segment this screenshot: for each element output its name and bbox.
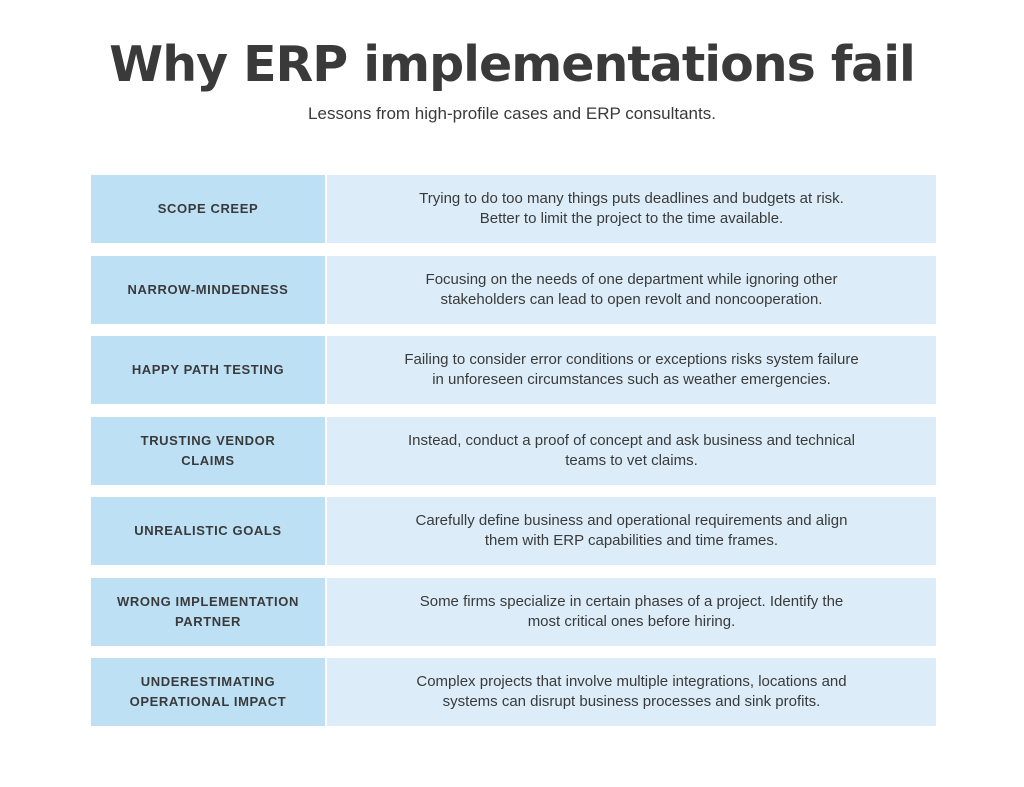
row-description-line: stakeholders can lead to open revolt and… xyxy=(440,290,823,308)
page-title: Why ERP implementations fail xyxy=(109,36,916,93)
row-description-line: Some firms specialize in certain phases … xyxy=(419,592,844,610)
row-label: UNREALISTIC GOALS xyxy=(91,497,325,565)
row-label: SCOPE CREEP xyxy=(91,175,325,243)
row-description-line: Failing to consider error conditions or … xyxy=(404,351,859,368)
row-description-line: Trying to do too many things puts deadli… xyxy=(419,190,844,207)
table-row-happy-path-testing: HAPPY PATH TESTING Failing to consider e… xyxy=(91,336,936,404)
row-description: Instead, conduct a proof of concept and … xyxy=(325,416,936,485)
row-description-line: most critical ones before hiring. xyxy=(527,612,736,630)
row-description: Trying to do too many things puts deadli… xyxy=(325,175,936,243)
row-description: Complex projects that involve multiple i… xyxy=(325,658,936,726)
row-label: TRUSTING VENDOR CLAIMS xyxy=(91,416,325,485)
table-row-narrow-mindedness: NARROW-MINDEDNESS Focusing on the needs … xyxy=(91,255,936,324)
failure-reasons-table: SCOPE CREEP Trying to do too many things… xyxy=(91,175,936,739)
row-description-line: Focusing on the needs of one department … xyxy=(425,270,838,288)
row-description-line: in unforeseen circumstances such as weat… xyxy=(432,371,831,388)
page-subtitle: Lessons from high-profile cases and ERP … xyxy=(308,104,716,123)
table-row-scope-creep: SCOPE CREEP Trying to do too many things… xyxy=(91,175,936,243)
row-label: UNDERESTIMATING OPERATIONAL IMPACT xyxy=(91,658,325,726)
row-label-line: UNREALISTIC GOALS xyxy=(134,523,282,538)
row-label-line: UNDERESTIMATING xyxy=(140,674,276,689)
row-label-line: OPERATIONAL IMPACT xyxy=(129,694,287,709)
table-row-trusting-vendor-claims: TRUSTING VENDOR CLAIMS Instead, conduct … xyxy=(91,416,936,485)
row-label: NARROW-MINDEDNESS xyxy=(91,255,325,324)
table-row-unrealistic-goals: UNREALISTIC GOALS Carefully define busin… xyxy=(91,497,936,565)
row-description: Carefully define business and operationa… xyxy=(325,497,936,565)
row-description: Some firms specialize in certain phases … xyxy=(325,577,936,646)
row-label-line: WRONG IMPLEMENTATION xyxy=(117,593,299,609)
row-description-line: Complex projects that involve multiple i… xyxy=(416,673,847,690)
row-description: Focusing on the needs of one department … xyxy=(325,255,936,324)
row-label-line: SCOPE CREEP xyxy=(157,201,259,216)
row-label-line: NARROW-MINDEDNESS xyxy=(127,281,289,297)
row-description-line: systems can disrupt business processes a… xyxy=(442,693,821,710)
row-label: HAPPY PATH TESTING xyxy=(91,336,325,404)
row-label-line: TRUSTING VENDOR xyxy=(140,432,276,448)
table-row-underestimating-operational-impact: UNDERESTIMATING OPERATIONAL IMPACT Compl… xyxy=(91,658,936,726)
row-description-line: teams to vet claims. xyxy=(565,451,698,469)
row-label-line: CLAIMS xyxy=(181,452,235,468)
row-description-line: Carefully define business and operationa… xyxy=(415,512,848,529)
row-label-line: HAPPY PATH TESTING xyxy=(131,362,285,377)
row-description-line: Instead, conduct a proof of concept and … xyxy=(408,431,855,449)
row-description-line: them with ERP capabilities and time fram… xyxy=(484,532,779,549)
row-label-line: PARTNER xyxy=(174,613,242,629)
row-description-line: Better to limit the project to the time … xyxy=(479,210,784,227)
row-label: WRONG IMPLEMENTATION PARTNER xyxy=(91,577,325,646)
table-row-wrong-implementation-partner: WRONG IMPLEMENTATION PARTNER Some firms … xyxy=(91,577,936,646)
row-description: Failing to consider error conditions or … xyxy=(325,336,936,404)
